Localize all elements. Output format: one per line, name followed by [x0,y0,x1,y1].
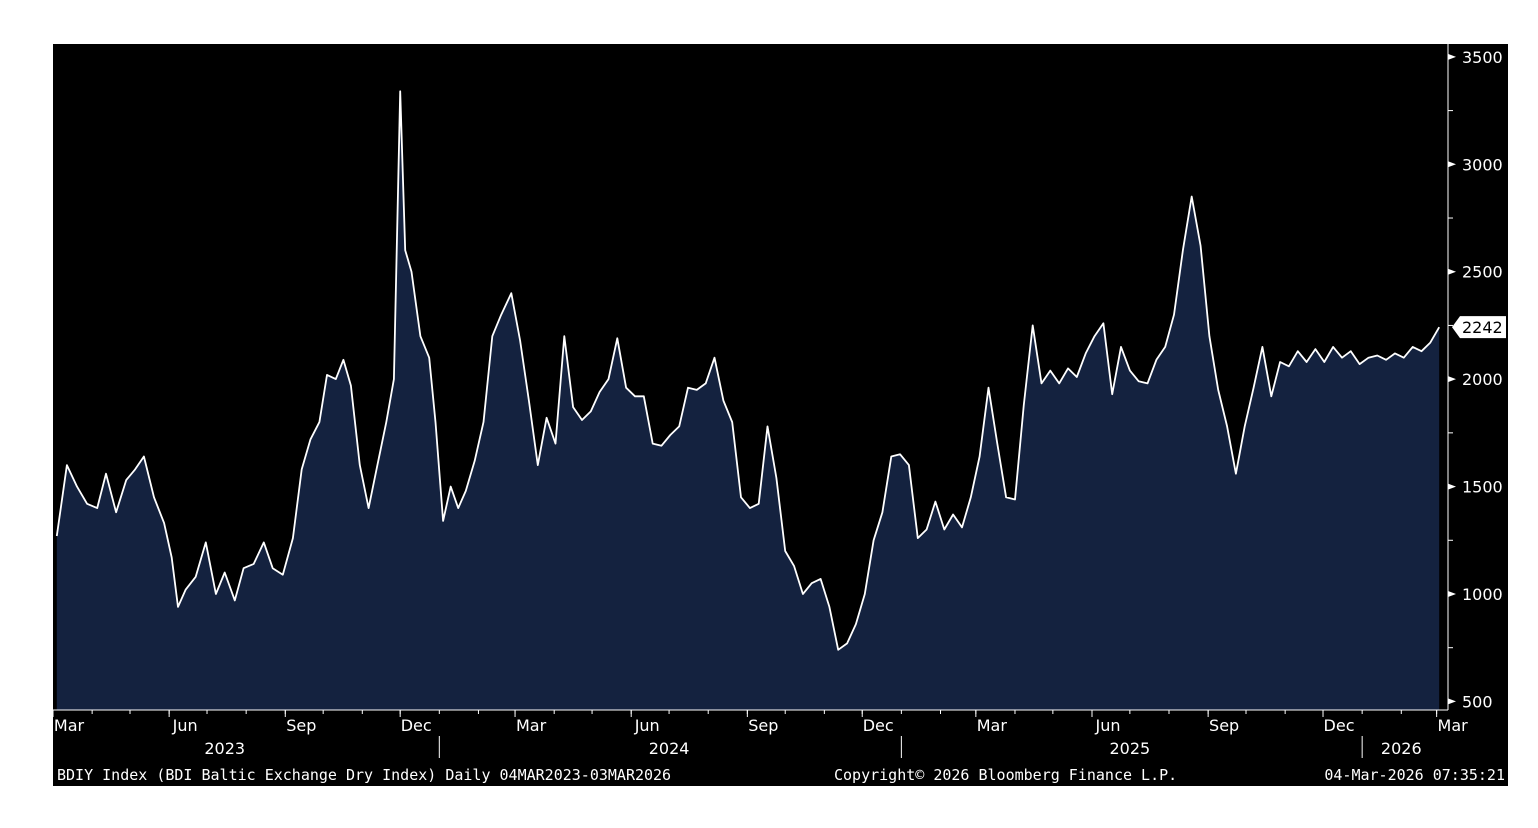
y-tick-label: 500 [1462,692,1493,711]
x-month-label: Sep [286,716,316,735]
x-month-label: Jun [1094,716,1120,735]
series-info: BDIY Index (BDI Baltic Exchange Dry Inde… [57,766,671,784]
x-year-label: 2026 [1381,739,1422,758]
y-tick-label: 1000 [1462,585,1503,604]
x-month-label: Sep [748,716,778,735]
y-tick-label: 2000 [1462,370,1503,389]
x-month-label: Dec [1324,716,1355,735]
series-area [56,91,1440,711]
y-tick-label: 2500 [1462,263,1503,282]
last-value-label: 2242 [1462,318,1503,337]
y-tick-marker [1448,483,1456,490]
x-month-label: Dec [401,716,432,735]
x-month-label: Mar [977,716,1008,735]
y-tick-marker [1448,590,1456,597]
series-line [55,90,1440,651]
x-year-label: 2025 [1110,739,1151,758]
footer: BDIY Index (BDI Baltic Exchange Dry Inde… [57,766,1505,784]
x-month-label: Mar [54,716,85,735]
x-month-label: Jun [634,716,660,735]
y-tick-label: 3000 [1462,155,1503,174]
x-year-label: 2024 [649,739,690,758]
plot-area [55,90,1440,711]
y-tick-marker [1448,161,1456,168]
y-tick-marker [1448,698,1456,705]
x-year-label: 2023 [204,739,245,758]
x-month-label: Jun [172,716,198,735]
x-month-label: Sep [1209,716,1239,735]
x-month-label: Mar [516,716,547,735]
y-tick-label: 1500 [1462,478,1503,497]
y-tick-marker [1448,53,1456,60]
y-axis: 500 1000 1500 2000 2500 3000 3500 [1447,44,1503,711]
y-tick-marker [1448,268,1456,275]
x-month-label: Dec [863,716,894,735]
y-tick-marker [1448,376,1456,383]
timestamp: 04-Mar-2026 07:35:21 [1324,766,1505,784]
copyright: Copyright© 2026 Bloomberg Finance L.P. [834,766,1177,784]
x-axis: Mar Jun Sep Dec Mar Jun Sep Dec Mar Jun Sep Dec Mar 2… [52,709,1469,758]
x-month-label: Mar [1438,716,1469,735]
last-value-box [1452,316,1506,339]
last-value-badge: 2242 [1452,316,1506,339]
y-tick-label: 3500 [1462,48,1503,67]
